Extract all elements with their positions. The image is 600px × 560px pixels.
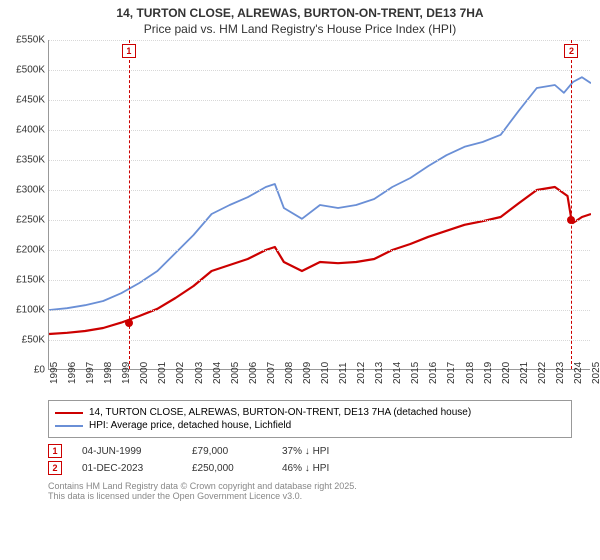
marker-dot	[125, 319, 133, 327]
y-tick-label: £400K	[3, 125, 45, 136]
marker-delta: 46% ↓ HPI	[282, 463, 362, 474]
marker-box: 2	[564, 44, 578, 58]
gridline-h	[49, 40, 590, 41]
gridline-h	[49, 160, 590, 161]
legend-label: 14, TURTON CLOSE, ALREWAS, BURTON-ON-TRE…	[89, 407, 471, 418]
gridline-h	[49, 100, 590, 101]
gridline-h	[49, 340, 590, 341]
y-tick-label: £0	[3, 365, 45, 376]
gridline-h	[49, 280, 590, 281]
gridline-h	[49, 250, 590, 251]
y-tick-label: £450K	[3, 95, 45, 106]
marker-date: 01-DEC-2023	[82, 463, 172, 474]
chart-container: 14, TURTON CLOSE, ALREWAS, BURTON-ON-TRE…	[0, 0, 600, 560]
marker-box-inline: 1	[48, 444, 62, 458]
legend-label: HPI: Average price, detached house, Lich…	[89, 420, 291, 431]
footer: Contains HM Land Registry data © Crown c…	[48, 481, 590, 501]
marker-box-inline: 2	[48, 461, 62, 475]
marker-price: £79,000	[192, 446, 262, 457]
y-tick-label: £350K	[3, 155, 45, 166]
marker-date: 04-JUN-1999	[82, 446, 172, 457]
marker-table-row: 1 04-JUN-1999 £79,000 37% ↓ HPI	[48, 444, 572, 458]
legend-item: 14, TURTON CLOSE, ALREWAS, BURTON-ON-TRE…	[55, 407, 565, 418]
marker-table-row: 2 01-DEC-2023 £250,000 46% ↓ HPI	[48, 461, 572, 475]
marker-dot	[567, 216, 575, 224]
y-tick-label: £200K	[3, 245, 45, 256]
marker-vline	[571, 40, 572, 369]
legend: 14, TURTON CLOSE, ALREWAS, BURTON-ON-TRE…	[48, 400, 572, 438]
legend-swatch	[55, 412, 83, 414]
y-tick-label: £300K	[3, 185, 45, 196]
legend-item: HPI: Average price, detached house, Lich…	[55, 420, 565, 431]
gridline-h	[49, 70, 590, 71]
title-line1: 14, TURTON CLOSE, ALREWAS, BURTON-ON-TRE…	[10, 6, 590, 20]
plot-region: £0£50K£100K£150K£200K£250K£300K£350K£400…	[48, 40, 590, 370]
gridline-h	[49, 310, 590, 311]
marker-table: 1 04-JUN-1999 £79,000 37% ↓ HPI 2 01-DEC-2023…	[48, 444, 572, 475]
series-line	[49, 77, 591, 310]
y-tick-label: £250K	[3, 215, 45, 226]
marker-delta: 37% ↓ HPI	[282, 446, 362, 457]
gridline-h	[49, 190, 590, 191]
y-tick-label: £150K	[3, 275, 45, 286]
title-block: 14, TURTON CLOSE, ALREWAS, BURTON-ON-TRE…	[0, 0, 600, 40]
gridline-h	[49, 220, 590, 221]
series-line	[49, 187, 591, 334]
marker-box: 1	[122, 44, 136, 58]
marker-price: £250,000	[192, 463, 262, 474]
y-tick-label: £500K	[3, 65, 45, 76]
chart-area: £0£50K£100K£150K£200K£250K£300K£350K£400…	[48, 40, 590, 390]
y-tick-label: £100K	[3, 305, 45, 316]
footer-line2: This data is licensed under the Open Gov…	[48, 491, 590, 501]
gridline-h	[49, 130, 590, 131]
y-tick-label: £50K	[3, 335, 45, 346]
legend-swatch	[55, 425, 83, 427]
y-tick-label: £550K	[3, 35, 45, 46]
title-line2: Price paid vs. HM Land Registry's House …	[10, 22, 590, 36]
footer-line1: Contains HM Land Registry data © Crown c…	[48, 481, 590, 491]
